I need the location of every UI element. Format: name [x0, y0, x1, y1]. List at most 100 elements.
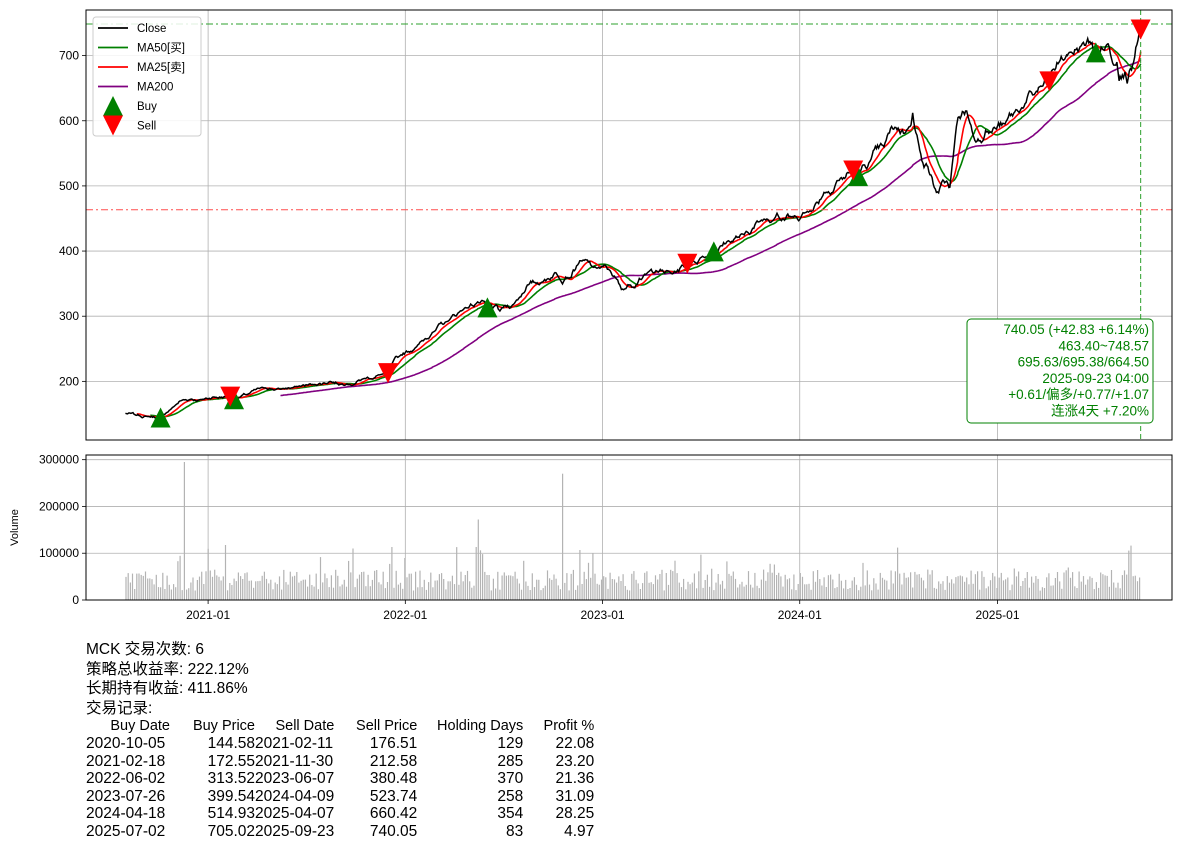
volume-bar [957, 576, 959, 600]
volume-bar [1072, 572, 1074, 600]
volume-bar [365, 586, 367, 600]
trade-cell-profit: 28.25 [555, 805, 595, 822]
volume-bar [1091, 577, 1093, 600]
volume-bar [343, 579, 345, 600]
volume-bar [873, 578, 875, 600]
volume-bar [235, 581, 237, 600]
volume-bar [721, 580, 724, 600]
volume-bar [179, 555, 181, 600]
trade-row: 2023-07-26 399.54 2024-04-09 523.74 258 31.09 [86, 788, 594, 806]
trade-cell-sell-price: 660.42 [369, 805, 418, 822]
volume-bar [648, 582, 650, 600]
volume-bar [291, 576, 294, 600]
volume-bar [313, 586, 315, 600]
volume-bar [198, 576, 201, 600]
volume-bar [776, 575, 778, 600]
volume-bar [946, 576, 948, 600]
volume-bar [685, 589, 687, 600]
trade-cell-holding-days: 258 [497, 787, 524, 805]
volume-bar [272, 589, 274, 600]
volume-bar [276, 584, 278, 600]
volume-bar [434, 580, 436, 600]
volume-bar [804, 584, 806, 600]
volume-bar [330, 575, 332, 600]
volume-bar [516, 578, 518, 600]
volume-bar [514, 571, 516, 600]
volume-bar [639, 589, 641, 600]
volume-bar [724, 588, 726, 600]
legend-sell-marker [103, 115, 123, 136]
volume-bar [1026, 572, 1028, 600]
trade-row: 2020-10-05 144.58 2021-02-11 176.51 129 22.08 [86, 735, 594, 753]
volume-bar [715, 582, 717, 600]
volume-bar [970, 570, 972, 600]
volume-bar [791, 589, 793, 600]
volume-bar [488, 575, 490, 600]
volume-bar [739, 584, 741, 600]
volume-bar [408, 573, 410, 600]
volume-bar [155, 574, 157, 600]
volume-bar [395, 570, 397, 600]
trade-cell-buy-price: 144.58 [207, 735, 255, 752]
volume-bar [285, 582, 287, 600]
volume-bar [603, 576, 605, 600]
volume-bar [1128, 550, 1130, 600]
trade-table-header: Buy Date Buy Price Sell Date Sell Price … [86, 718, 594, 735]
volume-bar [142, 575, 144, 600]
volume-bar [131, 573, 134, 600]
volume-bar [397, 584, 399, 600]
close-line [125, 29, 1142, 420]
volume-bar [1059, 581, 1061, 600]
volume-bar [486, 575, 488, 600]
volume-bar [642, 583, 644, 600]
volume-bar [931, 570, 933, 600]
volume-bar [127, 573, 129, 600]
volume-bar [987, 586, 989, 600]
trade-cell-holding-days: 285 [497, 752, 524, 770]
y-tick-label: 0 [72, 593, 79, 607]
y-tick-label: 200 [59, 374, 79, 388]
volume-bar [144, 571, 147, 600]
volume-bar [767, 572, 769, 600]
volume-bar [942, 581, 944, 600]
y-tick-label: 100000 [39, 546, 79, 560]
volume-bar [899, 573, 901, 600]
volume-bar [466, 570, 469, 600]
volume-bar [402, 588, 404, 600]
volume-bar [719, 584, 721, 600]
volume-bar [575, 589, 577, 600]
volume-bar [363, 571, 365, 600]
volume-bar [1009, 590, 1011, 600]
buy-marker [848, 166, 869, 187]
volume-bar [317, 589, 319, 600]
trade-cell-buy-date: 2025-07-02 [86, 822, 166, 840]
volume-bar [542, 588, 544, 600]
volume-bar [555, 578, 557, 600]
volume-bar [406, 577, 408, 600]
header-sell-price: Sell Price [356, 718, 418, 734]
volume-bar [756, 585, 758, 600]
trade-cell-buy-price: 514.93 [207, 805, 255, 822]
volume-bar [968, 584, 970, 600]
volume-bar [404, 558, 406, 600]
volume-bar [935, 588, 938, 600]
volume-bar [1061, 588, 1063, 600]
volume-bar [218, 576, 220, 600]
trade-cell-buy-price: 705.02 [207, 822, 255, 840]
volume-bar [242, 579, 244, 600]
header-holding-days: Holding Days [437, 718, 524, 734]
volume-bar [188, 588, 190, 600]
volume-bar [795, 590, 797, 600]
volume-bar [570, 573, 572, 600]
volume-bar [1033, 582, 1035, 600]
volume-bar [709, 586, 711, 600]
volume-bar [667, 584, 670, 600]
sell-marker [1039, 71, 1060, 92]
volume-bar [964, 581, 966, 600]
trade-cell-holding-days: 129 [497, 735, 524, 752]
volume-bar [564, 582, 566, 600]
volume-bar [605, 577, 607, 600]
volume-bar [858, 590, 860, 600]
trade-cell-buy-date: 2023-07-26 [86, 787, 166, 805]
volume-bar [691, 582, 693, 600]
